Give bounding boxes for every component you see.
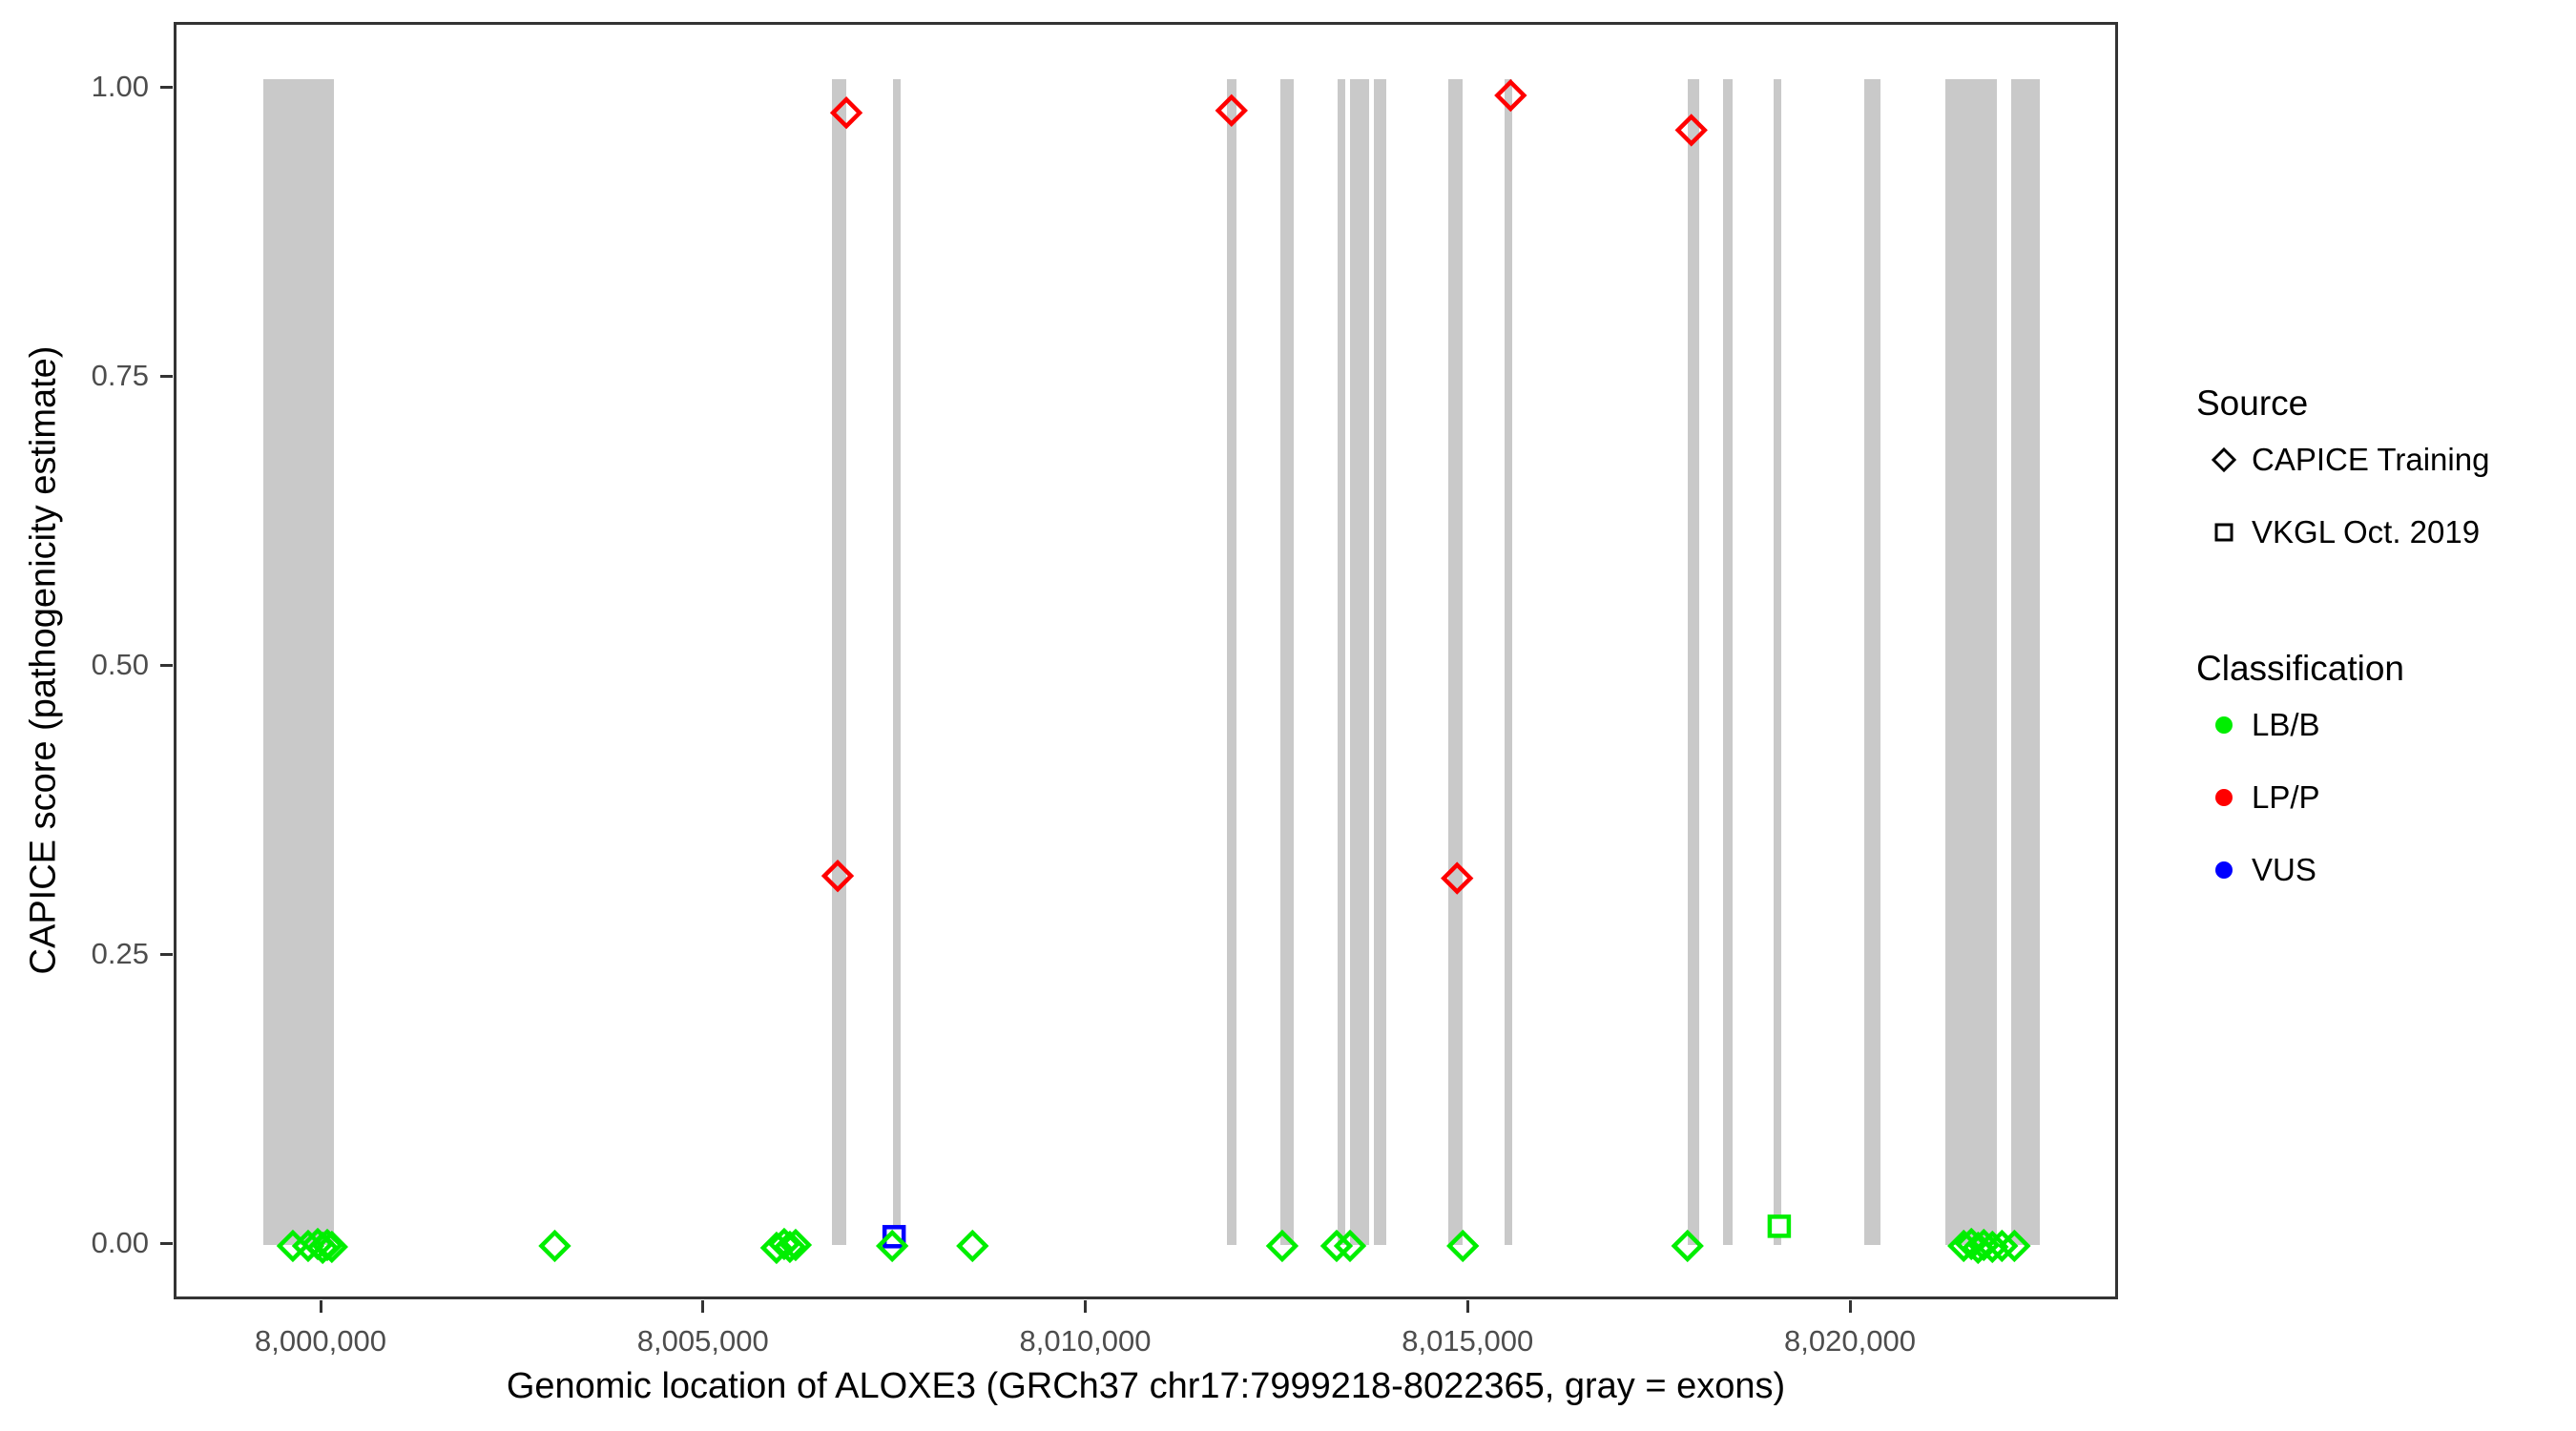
- legend-item-label: LB/B: [2252, 707, 2320, 742]
- data-point-diamond: [1333, 1229, 1367, 1263]
- blue-dot-icon: [2196, 861, 2252, 879]
- exon-bar: [1722, 79, 1733, 1245]
- y-tick-label: 1.00: [91, 70, 149, 103]
- exon-bar: [1687, 79, 1699, 1245]
- data-point-diamond: [829, 96, 863, 130]
- green-dot-icon: [2196, 716, 2252, 734]
- x-tick-mark: [701, 1300, 705, 1313]
- diamond-icon: [2196, 446, 2252, 474]
- legend-item-label: VKGL Oct. 2019: [2252, 514, 2481, 550]
- data-point-diamond: [1265, 1229, 1299, 1263]
- y-tick-mark: [160, 85, 173, 89]
- legend-item-lbb: LB/B: [2196, 689, 2576, 761]
- data-point-diamond: [1671, 1229, 1704, 1263]
- exon-bar: [1448, 79, 1464, 1245]
- exon-bar: [1338, 79, 1346, 1245]
- points-layer: [276, 78, 2031, 1265]
- exon-bar: [1773, 79, 1781, 1245]
- data-point-diamond: [779, 1228, 813, 1262]
- exon-bar: [1945, 79, 1998, 1245]
- data-point-diamond: [821, 859, 855, 893]
- data-point-square: [1767, 1214, 1792, 1238]
- legend-classification-title: Classification: [2196, 649, 2404, 688]
- data-point-diamond: [1446, 1229, 1480, 1263]
- exon-bar: [1864, 79, 1881, 1245]
- exon-bar: [1374, 79, 1387, 1245]
- y-tick-mark: [160, 952, 173, 956]
- y-tick-mark: [160, 374, 173, 378]
- x-tick-label: 8,010,000: [1019, 1324, 1152, 1358]
- data-point-diamond: [956, 1229, 989, 1263]
- data-point-diamond: [1441, 861, 1474, 895]
- exon-bar: [262, 79, 335, 1245]
- data-point-diamond: [538, 1229, 571, 1263]
- exon-bar: [893, 79, 902, 1245]
- exon-bar: [1226, 79, 1236, 1245]
- data-point-diamond: [1998, 1229, 2031, 1263]
- legend-item-vus: VUS: [2196, 834, 2576, 906]
- data-point-diamond: [1976, 1230, 2009, 1264]
- legend-item-vkgl: VKGL Oct. 2019: [2196, 496, 2576, 569]
- y-tick-label: 0.50: [91, 648, 149, 681]
- plot-panel: [174, 22, 2118, 1299]
- legend-item-label: CAPICE Training: [2252, 442, 2490, 477]
- data-point-diamond: [1674, 114, 1708, 147]
- data-point-diamond: [1319, 1229, 1354, 1263]
- exon-bar: [1505, 79, 1513, 1245]
- x-tick-mark: [1084, 1300, 1087, 1313]
- exon-bar: [2011, 79, 2041, 1245]
- y-tick-label: 0.75: [91, 359, 149, 392]
- x-tick-mark: [1465, 1300, 1469, 1313]
- exon-bar: [1279, 79, 1294, 1245]
- data-point-diamond: [1985, 1229, 2019, 1263]
- data-point-diamond: [1215, 93, 1248, 127]
- legend: Source CAPICE Training VKGL Oct. 2019 Cl…: [2196, 384, 2576, 906]
- x-tick-label: 8,015,000: [1402, 1324, 1534, 1358]
- x-tick-label: 8,020,000: [1784, 1324, 1916, 1358]
- legend-spacer: [2196, 569, 2576, 649]
- y-axis-title: CAPICE score (pathogenicity estimate): [23, 345, 64, 975]
- y-tick-mark: [160, 663, 173, 667]
- legend-item-capice-training: CAPICE Training: [2196, 424, 2576, 496]
- data-point-diamond: [875, 1229, 909, 1263]
- y-tick-label: 0.25: [91, 937, 149, 970]
- legend-source-title: Source: [2196, 384, 2309, 423]
- x-tick-mark: [1848, 1300, 1852, 1313]
- data-point-diamond: [315, 1230, 348, 1264]
- legend-item-label: LP/P: [2252, 779, 2320, 815]
- red-dot-icon: [2196, 789, 2252, 806]
- y-tick-mark: [160, 1241, 173, 1245]
- data-point-diamond: [1494, 78, 1527, 113]
- legend-item-label: VUS: [2252, 852, 2316, 887]
- y-tick-label: 0.00: [91, 1226, 149, 1259]
- x-tick-label: 8,005,000: [636, 1324, 769, 1358]
- exon-bar: [831, 79, 847, 1245]
- x-tick-mark: [319, 1300, 322, 1313]
- square-icon: [2196, 518, 2252, 547]
- legend-item-lpp: LP/P: [2196, 761, 2576, 834]
- data-point-diamond: [773, 1230, 807, 1264]
- exon-bar: [1350, 79, 1370, 1245]
- x-axis-title: Genomic location of ALOXE3 (GRCh37 chr17…: [506, 1366, 1786, 1406]
- x-tick-label: 8,000,000: [255, 1324, 386, 1358]
